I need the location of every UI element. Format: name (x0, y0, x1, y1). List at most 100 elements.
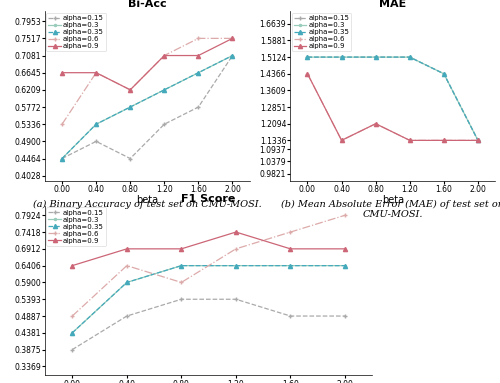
alpha=0.3 (124, 280, 130, 285)
alpha=0.3 (441, 72, 447, 76)
alpha=0.9 (475, 138, 481, 143)
alpha=0.3 (304, 55, 310, 59)
Legend: alpha=0.15, alpha=0.3, alpha=0.35, alpha=0.6, alpha=0.9: alpha=0.15, alpha=0.3, alpha=0.35, alpha… (46, 208, 106, 246)
alpha=0.6 (304, 72, 310, 76)
alpha=0.9 (342, 247, 348, 251)
alpha=0.35 (407, 55, 413, 59)
alpha=0.3 (475, 138, 481, 143)
Line: alpha=0.6: alpha=0.6 (60, 36, 234, 126)
alpha=0.35 (338, 55, 344, 59)
alpha=0.35 (233, 264, 239, 268)
Line: alpha=0.15: alpha=0.15 (60, 54, 234, 160)
Text: (b) Mean Absolute Error (MAE) of test set on
CMU-MOSI.: (b) Mean Absolute Error (MAE) of test se… (281, 200, 500, 219)
alpha=0.6 (407, 138, 413, 143)
alpha=0.3 (127, 105, 133, 109)
alpha=0.35 (196, 70, 202, 75)
alpha=0.15 (70, 347, 75, 352)
Line: alpha=0.3: alpha=0.3 (60, 54, 234, 160)
Line: alpha=0.9: alpha=0.9 (306, 72, 480, 142)
alpha=0.3 (407, 55, 413, 59)
alpha=0.6 (372, 121, 378, 126)
alpha=0.9 (70, 264, 75, 268)
Line: alpha=0.6: alpha=0.6 (306, 72, 480, 142)
Line: alpha=0.9: alpha=0.9 (70, 230, 347, 268)
alpha=0.3 (93, 122, 99, 126)
alpha=0.6 (475, 138, 481, 143)
alpha=0.6 (93, 70, 99, 75)
Legend: alpha=0.15, alpha=0.3, alpha=0.35, alpha=0.6, alpha=0.9: alpha=0.15, alpha=0.3, alpha=0.35, alpha… (292, 13, 352, 51)
alpha=0.15 (196, 105, 202, 109)
alpha=0.15 (124, 314, 130, 318)
Legend: alpha=0.15, alpha=0.3, alpha=0.35, alpha=0.6, alpha=0.9: alpha=0.15, alpha=0.3, alpha=0.35, alpha… (46, 13, 106, 51)
alpha=0.6 (124, 264, 130, 268)
alpha=0.3 (372, 55, 378, 59)
alpha=0.9 (372, 121, 378, 126)
alpha=0.35 (70, 331, 75, 335)
X-axis label: beta: beta (382, 195, 404, 205)
alpha=0.9 (304, 72, 310, 76)
alpha=0.3 (233, 264, 239, 268)
alpha=0.15 (475, 138, 481, 143)
alpha=0.3 (70, 331, 75, 335)
alpha=0.15 (407, 55, 413, 59)
alpha=0.3 (338, 55, 344, 59)
alpha=0.9 (127, 88, 133, 92)
alpha=0.3 (196, 70, 202, 75)
alpha=0.9 (124, 247, 130, 251)
alpha=0.15 (233, 297, 239, 301)
alpha=0.35 (441, 72, 447, 76)
alpha=0.9 (196, 53, 202, 58)
alpha=0.9 (288, 247, 294, 251)
alpha=0.15 (342, 314, 348, 318)
alpha=0.35 (124, 280, 130, 285)
alpha=0.35 (475, 138, 481, 143)
alpha=0.35 (372, 55, 378, 59)
alpha=0.6 (230, 36, 235, 41)
alpha=0.9 (338, 138, 344, 143)
alpha=0.9 (233, 230, 239, 234)
alpha=0.9 (59, 70, 65, 75)
alpha=0.6 (127, 88, 133, 92)
alpha=0.35 (230, 53, 235, 58)
alpha=0.15 (304, 55, 310, 59)
alpha=0.9 (162, 53, 168, 58)
alpha=0.3 (162, 88, 168, 92)
Line: alpha=0.15: alpha=0.15 (306, 55, 480, 142)
alpha=0.3 (178, 264, 184, 268)
alpha=0.35 (304, 55, 310, 59)
alpha=0.6 (70, 314, 75, 318)
alpha=0.15 (288, 314, 294, 318)
alpha=0.15 (93, 139, 99, 144)
alpha=0.9 (93, 70, 99, 75)
Line: alpha=0.9: alpha=0.9 (60, 36, 234, 92)
alpha=0.6 (196, 36, 202, 41)
alpha=0.3 (342, 264, 348, 268)
alpha=0.35 (342, 264, 348, 268)
alpha=0.15 (230, 53, 235, 58)
alpha=0.6 (162, 53, 168, 58)
alpha=0.15 (178, 297, 184, 301)
alpha=0.35 (288, 264, 294, 268)
alpha=0.9 (178, 247, 184, 251)
Line: alpha=0.15: alpha=0.15 (70, 297, 347, 352)
Title: F1 Score: F1 Score (182, 194, 236, 204)
alpha=0.3 (59, 156, 65, 161)
Line: alpha=0.35: alpha=0.35 (306, 55, 480, 142)
alpha=0.6 (288, 230, 294, 234)
alpha=0.6 (59, 122, 65, 126)
alpha=0.6 (441, 138, 447, 143)
Line: alpha=0.3: alpha=0.3 (306, 55, 480, 142)
Title: Bi-Acc: Bi-Acc (128, 0, 166, 9)
alpha=0.9 (230, 36, 235, 41)
alpha=0.35 (59, 156, 65, 161)
Line: alpha=0.3: alpha=0.3 (70, 264, 347, 335)
alpha=0.9 (407, 138, 413, 143)
alpha=0.15 (59, 156, 65, 161)
Title: MAE: MAE (379, 0, 406, 9)
Text: (a) Binary Accuracy of test set on CMU-MOSI.: (a) Binary Accuracy of test set on CMU-M… (33, 200, 262, 209)
X-axis label: beta: beta (136, 195, 158, 205)
alpha=0.6 (342, 213, 348, 218)
Line: alpha=0.6: alpha=0.6 (70, 213, 347, 318)
Line: alpha=0.35: alpha=0.35 (70, 264, 347, 335)
alpha=0.35 (127, 105, 133, 109)
